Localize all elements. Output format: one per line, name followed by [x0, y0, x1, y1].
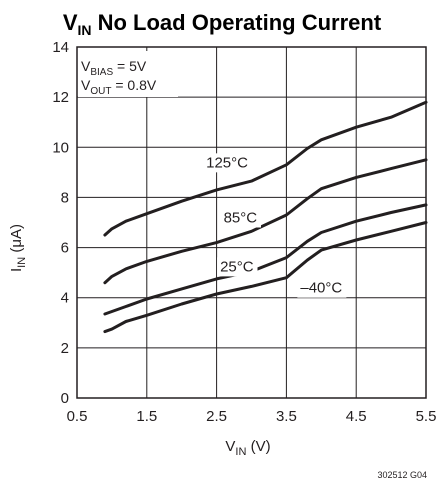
chart-title: VIN No Load Operating Current [63, 10, 382, 38]
series-lines [103, 100, 428, 334]
x-tick-label: 3.5 [276, 408, 297, 425]
series-label: 25°C [220, 258, 254, 275]
x-tick-label: 4.5 [346, 408, 367, 425]
series-label: 85°C [224, 210, 258, 227]
series-label-backdrop [220, 208, 261, 228]
series-label-backdrop [217, 257, 258, 277]
figure-code: 302512 G04 [377, 470, 427, 480]
y-tick-label: 4 [61, 290, 69, 307]
x-tick-label: 2.5 [206, 408, 227, 425]
title-rest: No Load Operating Current [92, 10, 382, 35]
title-subscript: IN [78, 22, 92, 38]
y-axis-label: IIN (μA) [8, 224, 28, 272]
series-label: 125°C [206, 154, 248, 171]
y-tick-label: 8 [61, 189, 69, 206]
conditions-box [78, 51, 178, 97]
axis-ticks: 0.5 1.5 2.5 3.5 4.5 5.5 0 2 4 6 8 10 12 14 [52, 39, 436, 425]
series-label: –40°C [300, 280, 342, 297]
series-line [103, 158, 428, 285]
y-tick-label: 6 [61, 240, 69, 257]
series-line [103, 100, 428, 237]
y-tick-label: 10 [52, 139, 69, 156]
y-tick-label: 12 [52, 89, 69, 106]
x-axis-label: VIN (V) [225, 438, 270, 458]
y-tick-label: 2 [61, 340, 69, 357]
y-tick-label: 14 [52, 39, 69, 56]
series-label-backdrop [203, 153, 253, 173]
condition-vout: VOUT = 0.8V [81, 77, 157, 97]
series-label-backdrop [297, 278, 347, 298]
y-tick-label: 0 [61, 390, 69, 407]
series-labels: 125°C 85°C 25°C –40°C [203, 153, 347, 298]
x-tick-label: 1.5 [136, 408, 157, 425]
x-tick-label: 5.5 [416, 408, 437, 425]
plot-frame [76, 46, 427, 399]
series-line [103, 221, 428, 334]
x-tick-label: 0.5 [67, 408, 88, 425]
grid [77, 47, 426, 398]
condition-vbias: VBIAS = 5V [81, 58, 147, 78]
title-main: V [63, 10, 78, 35]
